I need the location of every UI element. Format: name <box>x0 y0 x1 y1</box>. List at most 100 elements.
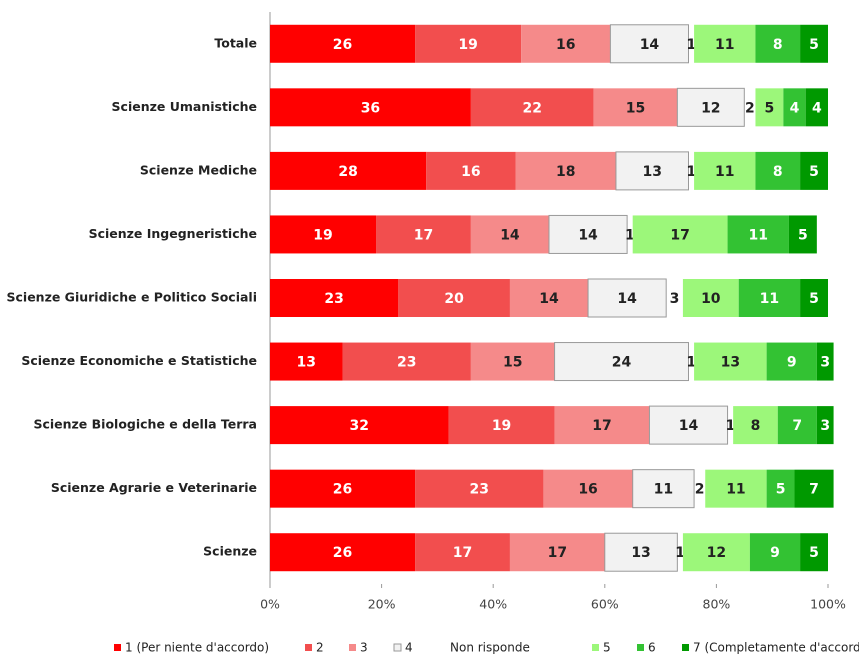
data-label: 19 <box>313 227 332 243</box>
bar-segment <box>593 88 678 127</box>
bar-segment <box>270 533 416 572</box>
data-label: 23 <box>397 355 416 371</box>
bar-segment <box>604 532 678 572</box>
bar-segment <box>805 88 828 127</box>
data-label: 14 <box>617 291 637 307</box>
bar-segment <box>270 279 399 317</box>
bar-segment <box>766 469 795 508</box>
x-tick-label: 0% <box>260 597 280 612</box>
bar-segment <box>415 24 522 63</box>
category-label: Scienze Giuridiche e Politico Sociali <box>7 290 258 305</box>
legend-marker <box>114 644 121 651</box>
bar-segment <box>554 406 650 445</box>
data-label: 12 <box>701 100 720 116</box>
data-label: 7 <box>809 482 819 498</box>
data-label: 5 <box>809 545 819 561</box>
data-label: 2 <box>695 482 705 498</box>
legend-label: 4 <box>405 641 413 655</box>
bar-segment <box>705 469 767 508</box>
x-tick-label: 100% <box>810 597 846 612</box>
legend-label: 1 (Per niente d'accordo) <box>125 641 269 655</box>
bar-segment <box>676 87 745 127</box>
data-label: 4 <box>812 100 822 116</box>
bar-segment <box>816 406 834 445</box>
data-label: 18 <box>556 164 575 180</box>
bar-segment <box>615 151 690 191</box>
bar-segment <box>509 279 589 317</box>
data-label: 11 <box>715 164 734 180</box>
data-label: 32 <box>350 418 369 434</box>
bar-segment <box>543 469 633 508</box>
bar-segment <box>426 151 516 190</box>
data-label: 5 <box>765 100 775 116</box>
category-label: Scienze Mediche <box>140 162 257 177</box>
data-label: 10 <box>701 291 721 307</box>
data-label: 3 <box>820 418 830 434</box>
bar-segment <box>376 215 471 254</box>
bar-segment <box>766 342 817 381</box>
data-label: 14 <box>578 227 598 243</box>
bar-segment <box>521 24 611 63</box>
data-label: 8 <box>773 164 783 180</box>
data-label: 15 <box>626 100 645 116</box>
data-label: 13 <box>721 355 740 371</box>
data-label: 5 <box>809 164 819 180</box>
bar-segment <box>783 88 806 127</box>
data-label: 5 <box>798 227 808 243</box>
data-label: 9 <box>770 545 780 561</box>
bar-segment <box>470 215 549 254</box>
bar-segment <box>788 215 817 254</box>
data-label: 19 <box>458 37 477 53</box>
bar-segment <box>270 151 427 190</box>
bar-segment <box>342 342 471 381</box>
data-label: 8 <box>773 37 783 53</box>
bar-segment <box>270 215 377 254</box>
data-label: 20 <box>444 291 464 307</box>
bar-segment <box>609 24 690 64</box>
data-label: 2 <box>745 100 755 116</box>
legend-marker <box>393 643 402 652</box>
bar-segment <box>270 406 449 445</box>
bar-segment <box>777 406 817 445</box>
data-label: 3 <box>670 291 680 307</box>
legend-marker <box>592 644 599 651</box>
bar-segment <box>270 24 416 63</box>
data-label: 17 <box>453 545 472 561</box>
legend-label: 2 <box>316 641 324 655</box>
bar-segment <box>749 533 801 572</box>
bar-segment <box>682 279 739 317</box>
data-label: 26 <box>333 482 352 498</box>
bar-segment <box>470 342 555 381</box>
legend-marker <box>349 644 356 651</box>
data-label: 14 <box>539 291 559 307</box>
bar-segment <box>816 342 834 381</box>
data-label: 11 <box>749 227 768 243</box>
bar-segment <box>800 279 828 317</box>
legend-marker <box>305 644 312 651</box>
category-label: Scienze Biologiche e della Terra <box>33 417 257 432</box>
bar-segment <box>738 279 801 317</box>
data-label: 4 <box>790 100 800 116</box>
bar-segment <box>509 533 605 572</box>
bar-segment <box>415 533 510 572</box>
bar-segment <box>270 342 343 381</box>
bar-segment <box>632 469 695 509</box>
category-label: Scienze Ingegneristiche <box>89 226 257 241</box>
legend-marker <box>637 644 644 651</box>
legend-label: 3 <box>360 641 368 655</box>
data-label: 13 <box>297 355 316 371</box>
data-label: 14 <box>500 227 520 243</box>
category-label: Scienze Agrarie e Veterinarie <box>51 480 257 495</box>
data-label: 13 <box>631 545 650 561</box>
bar-segment <box>733 406 778 445</box>
data-label: 16 <box>578 482 597 498</box>
data-label: 23 <box>324 291 343 307</box>
data-label: 5 <box>776 482 786 498</box>
data-label: 17 <box>548 545 567 561</box>
bar-segment <box>448 406 555 445</box>
data-label: 14 <box>640 37 660 53</box>
bar-segment <box>694 151 756 190</box>
bar-segment <box>415 469 544 508</box>
legend-label: 7 (Completamente d'accordo) <box>693 641 859 655</box>
category-label: Scienze <box>203 544 257 559</box>
